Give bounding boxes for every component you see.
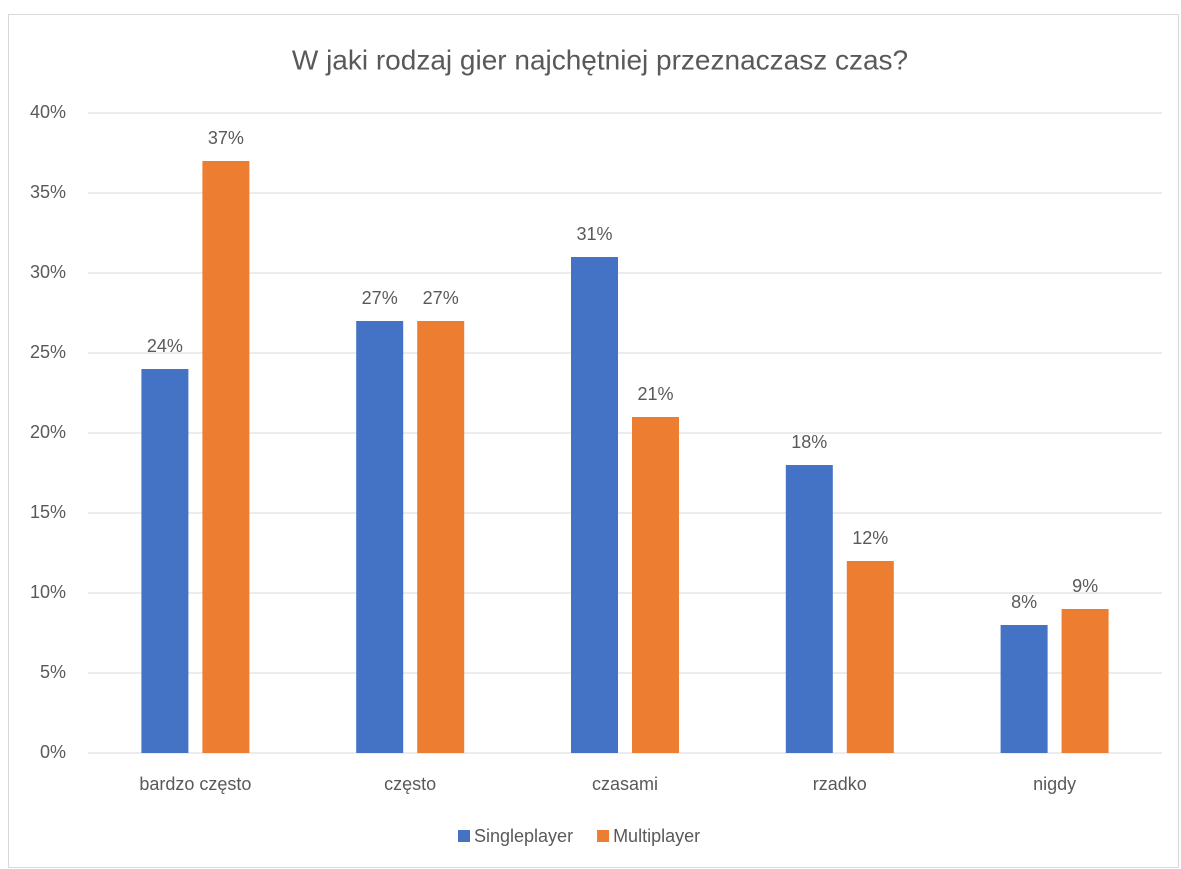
x-tick-label: często: [384, 774, 436, 794]
data-label: 31%: [576, 224, 612, 244]
y-tick-label: 40%: [30, 102, 66, 122]
data-label: 12%: [852, 528, 888, 548]
bar: [846, 561, 894, 753]
y-tick-label: 15%: [30, 502, 66, 522]
y-tick-label: 30%: [30, 262, 66, 282]
bar: [417, 321, 465, 753]
y-tick-label: 20%: [30, 422, 66, 442]
bar: [356, 321, 404, 753]
legend-label: Multiplayer: [613, 826, 700, 846]
legend-swatch: [458, 830, 470, 842]
bar: [141, 369, 189, 753]
data-label: 27%: [362, 288, 398, 308]
bar: [785, 465, 833, 753]
y-tick-label: 5%: [40, 662, 66, 682]
data-label: 8%: [1011, 592, 1037, 612]
data-label: 37%: [208, 128, 244, 148]
x-tick-label: bardzo często: [139, 774, 251, 794]
data-label: 9%: [1072, 576, 1098, 596]
data-label: 27%: [423, 288, 459, 308]
x-tick-label: nigdy: [1033, 774, 1076, 794]
data-label: 24%: [147, 336, 183, 356]
data-label: 18%: [791, 432, 827, 452]
data-label: 21%: [637, 384, 673, 404]
bar: [1061, 609, 1109, 753]
x-tick-label: rzadko: [813, 774, 867, 794]
chart-title: W jaki rodzaj gier najchętniej przeznacz…: [292, 44, 908, 75]
bar: [202, 161, 250, 753]
bar: [1000, 625, 1048, 753]
bar: [632, 417, 679, 753]
y-tick-label: 10%: [30, 582, 66, 602]
legend-swatch: [597, 830, 610, 842]
x-tick-label: czasami: [592, 774, 658, 794]
y-tick-label: 25%: [30, 342, 66, 362]
legend-label: Singleplayer: [474, 826, 573, 846]
bar: [571, 257, 618, 753]
y-tick-label: 35%: [30, 182, 66, 202]
y-tick-label: 0%: [40, 742, 66, 762]
